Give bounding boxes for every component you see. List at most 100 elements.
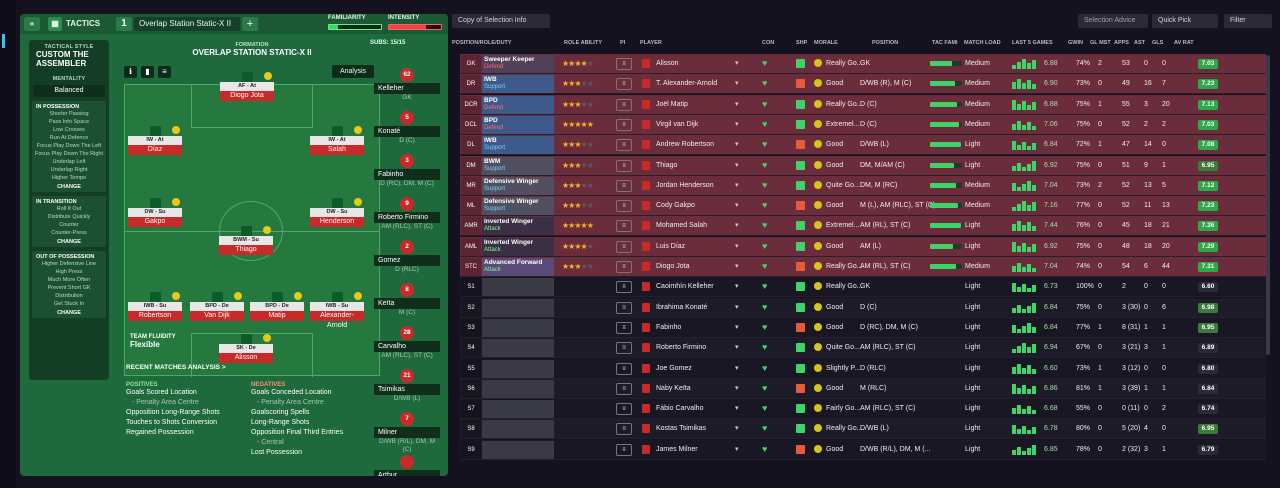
player-card[interactable]: DW - Su Gakpo <box>128 198 182 227</box>
back-button[interactable]: « <box>24 17 40 31</box>
chevron-down-icon[interactable]: ▾ <box>735 425 739 433</box>
sub-card[interactable]: 28 Carvalho AM (RLC), ST (C) <box>374 326 440 360</box>
player-instructions-icon[interactable]: ≡ <box>616 240 632 253</box>
chevron-down-icon[interactable]: ▾ <box>735 80 739 88</box>
role-cell[interactable]: Defensive Winger Support <box>482 197 554 216</box>
role-cell[interactable] <box>482 339 554 358</box>
chevron-down-icon[interactable]: ▾ <box>735 100 739 108</box>
table-row[interactable]: DCL ★★★★★ BPD Defend ≡ Virgil van Dijk ▾ ♥ Extre… <box>460 114 1266 135</box>
player-instructions-icon[interactable]: ≡ <box>616 179 632 192</box>
player-instructions-icon[interactable]: ≡ <box>616 403 632 416</box>
role-cell[interactable] <box>482 278 554 297</box>
role-cell[interactable]: Inverted Winger Attack <box>482 217 554 236</box>
mentality-select[interactable]: Balanced <box>33 85 105 97</box>
chevron-down-icon[interactable]: ▾ <box>735 323 739 331</box>
role-cell[interactable] <box>482 400 554 419</box>
player-instructions-icon[interactable]: ≡ <box>616 281 632 294</box>
chevron-down-icon[interactable]: ▾ <box>735 120 739 128</box>
player-name[interactable]: James Milner <box>656 445 698 453</box>
stats-icon[interactable]: ▮ <box>141 66 154 78</box>
player-card[interactable]: IWB - Su Alexander-Arnold <box>310 292 364 329</box>
chevron-down-icon[interactable]: ▾ <box>735 263 739 270</box>
player-instructions-icon[interactable]: ≡ <box>616 200 632 213</box>
table-row[interactable]: S3 ≡ Fabinho ▾ ♥ Good D (RC), DM, M (C) Light 6.… <box>460 317 1266 338</box>
sub-card[interactable]: 21 Tsimikas D/WB (L) <box>374 369 440 403</box>
column-header[interactable]: LAST 5 GAMES <box>1012 40 1053 46</box>
player-name[interactable]: Jordan Henderson <box>656 181 714 189</box>
player-name[interactable]: Ibrahima Konaté <box>656 303 708 311</box>
column-header[interactable]: APPS <box>1114 40 1129 46</box>
chevron-down-icon[interactable]: ▾ <box>735 60 739 67</box>
selection-advice-button[interactable]: Selection Advice <box>1078 14 1148 28</box>
chevron-down-icon[interactable]: ▾ <box>735 202 739 210</box>
player-card[interactable]: AF - At Diogo Jota <box>220 72 274 101</box>
player-instructions-icon[interactable]: ≡ <box>616 78 632 91</box>
role-cell[interactable]: IWB Support <box>482 136 554 155</box>
column-header[interactable]: GWIN <box>1068 40 1083 46</box>
table-row[interactable]: AML ★★★★★ Inverted Winger Attack ≡ Luis Díaz ▾… <box>460 236 1266 257</box>
column-header[interactable]: MATCH LOAD <box>964 40 1001 46</box>
chevron-down-icon[interactable]: ▾ <box>735 181 739 189</box>
role-cell[interactable] <box>482 440 554 459</box>
player-instructions-icon[interactable]: ≡ <box>616 342 632 355</box>
player-name[interactable]: Kostas Tsimikas <box>656 425 707 433</box>
chevron-down-icon[interactable]: ▾ <box>735 283 739 291</box>
sub-card[interactable]: 2 Gomez D (RLC) <box>374 240 440 274</box>
sub-card[interactable]: 9 Roberto Firmino AM (RLC), ST (C) <box>374 197 440 231</box>
sub-card[interactable]: 8 Keïta M (C) <box>374 283 440 317</box>
player-name[interactable]: Diogo Jota <box>656 263 690 270</box>
sub-card[interactable]: 5 Konaté D (C) <box>374 111 440 145</box>
table-row[interactable]: ML ★★★★★ Defensive Winger Support ≡ Cody Gakp… <box>460 196 1266 217</box>
sub-card[interactable]: 62 Kelleher GK <box>374 68 440 102</box>
table-row[interactable]: DL ★★★★★ IWB Support ≡ Andrew Robertson ▾ ♥ Good… <box>460 135 1266 156</box>
player-card[interactable]: BWM - Su Thiago <box>219 226 273 255</box>
player-instructions-icon[interactable]: ≡ <box>616 321 632 334</box>
table-row[interactable]: GK ★★★★★ Sweeper Keeper Defend ≡ Alisson ▾ ♥ Rea… <box>460 54 1266 74</box>
table-row[interactable]: S7 ≡ Fábio Carvalho ▾ ♥ Fairly Go... AM (RLC),… <box>460 399 1266 420</box>
player-card[interactable]: BPD - De Van Dijk <box>190 292 244 321</box>
column-header[interactable]: ROLE ABILITY <box>564 40 602 46</box>
role-cell[interactable]: Defensive Winger Support <box>482 176 554 195</box>
table-row[interactable]: S5 ≡ Joe Gomez ▾ ♥ Slightly P... D (RLC) Light 6… <box>460 358 1266 379</box>
sub-card[interactable]: 3 Fabinho D (RC), DM, M (C) <box>374 154 440 188</box>
view-dropdown[interactable]: Copy of Selection Info <box>452 14 550 28</box>
table-row[interactable]: S1 ≡ Caoimhín Kelleher ▾ ♥ Really Go... GK Ligh… <box>460 277 1266 298</box>
table-row[interactable]: AMR ★★★★★ Inverted Winger Attack ≡ Mohamed Sa… <box>460 216 1266 237</box>
player-card[interactable]: SK - De Alisson <box>219 334 273 363</box>
table-row[interactable]: S6 ≡ Naby Keïta ▾ ♥ Good M (RLC) Light 6.86 81% 1 3… <box>460 378 1266 399</box>
player-card[interactable]: IW - At Salah <box>310 126 364 155</box>
player-card[interactable]: BPD - De Matip <box>250 292 304 321</box>
chevron-down-icon[interactable]: ▾ <box>735 303 739 311</box>
player-instructions-icon[interactable]: ≡ <box>616 220 632 233</box>
player-name[interactable]: Virgil van Dijk <box>656 120 699 128</box>
player-instructions-icon[interactable]: ≡ <box>616 118 632 131</box>
player-name[interactable]: Fábio Carvalho <box>656 405 704 413</box>
list-icon[interactable]: ≡ <box>158 66 171 78</box>
role-cell[interactable]: Advanced Forward Attack <box>482 258 554 276</box>
role-cell[interactable]: BPD Defend <box>482 115 554 134</box>
table-row[interactable]: DR ★★★★★ IWB Support ≡ T. Alexander-Arnold ▾ ♥ G… <box>460 74 1266 95</box>
player-card[interactable]: DW - Su Henderson <box>310 198 364 227</box>
table-row[interactable]: DM ★★★★★ BWM Support ≡ Thiago ▾ ♥ Good DM, M/AM (… <box>460 155 1266 176</box>
table-row[interactable]: MR ★★★★★ Defensive Winger Support ≡ Jordan He… <box>460 175 1266 196</box>
info-icon[interactable]: ℹ <box>124 66 137 78</box>
analysis-button[interactable]: Analysis <box>332 65 374 78</box>
player-instructions-icon[interactable]: ≡ <box>616 362 632 375</box>
player-card[interactable]: IW - At Díaz <box>128 126 182 155</box>
column-header[interactable]: PI <box>620 40 626 46</box>
quick-pick-button[interactable]: Quick Pick <box>1152 14 1218 28</box>
role-cell[interactable]: Inverted Winger Attack <box>482 237 554 256</box>
chevron-down-icon[interactable]: ▾ <box>735 384 739 392</box>
role-cell[interactable]: IWB Support <box>482 75 554 94</box>
player-name[interactable]: Caoimhín Kelleher <box>656 283 714 291</box>
column-header[interactable]: AV RAT <box>1174 40 1194 46</box>
column-header[interactable]: GL MST <box>1090 40 1111 46</box>
player-instructions-icon[interactable]: ≡ <box>616 98 632 111</box>
chevron-down-icon[interactable]: ▾ <box>735 242 739 250</box>
player-name[interactable]: Mohamed Salah <box>656 222 707 230</box>
player-name[interactable]: Joe Gomez <box>656 364 692 372</box>
change-button[interactable]: CHANGE <box>57 310 81 316</box>
column-header[interactable]: POSITION <box>872 40 899 46</box>
table-scrollbar[interactable] <box>1266 55 1270 355</box>
player-name[interactable]: Naby Keïta <box>656 384 691 392</box>
